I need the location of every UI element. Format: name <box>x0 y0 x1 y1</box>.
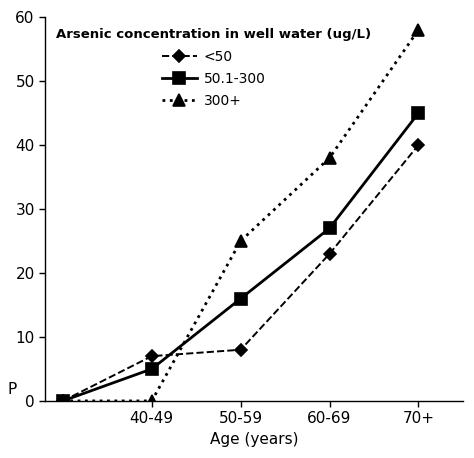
<50 <box>416 142 421 148</box>
Line: <50: <50 <box>59 141 423 405</box>
50.1-300 <box>416 110 421 116</box>
<50 <box>327 251 332 256</box>
X-axis label: Age (years): Age (years) <box>210 432 298 447</box>
Y-axis label: P: P <box>7 382 16 397</box>
Line: 50.1-300: 50.1-300 <box>57 108 424 406</box>
300+ <box>416 27 421 33</box>
<50 <box>60 398 66 403</box>
50.1-300 <box>60 398 66 403</box>
<50 <box>149 354 155 359</box>
50.1-300 <box>149 366 155 372</box>
50.1-300 <box>238 296 244 301</box>
50.1-300 <box>327 225 332 231</box>
300+ <box>238 238 244 244</box>
Legend: <50, 50.1-300, 300+: <50, 50.1-300, 300+ <box>52 24 375 112</box>
300+ <box>149 398 155 403</box>
<50 <box>238 347 244 353</box>
300+ <box>60 398 66 403</box>
300+ <box>327 155 332 161</box>
Line: 300+: 300+ <box>57 24 424 406</box>
